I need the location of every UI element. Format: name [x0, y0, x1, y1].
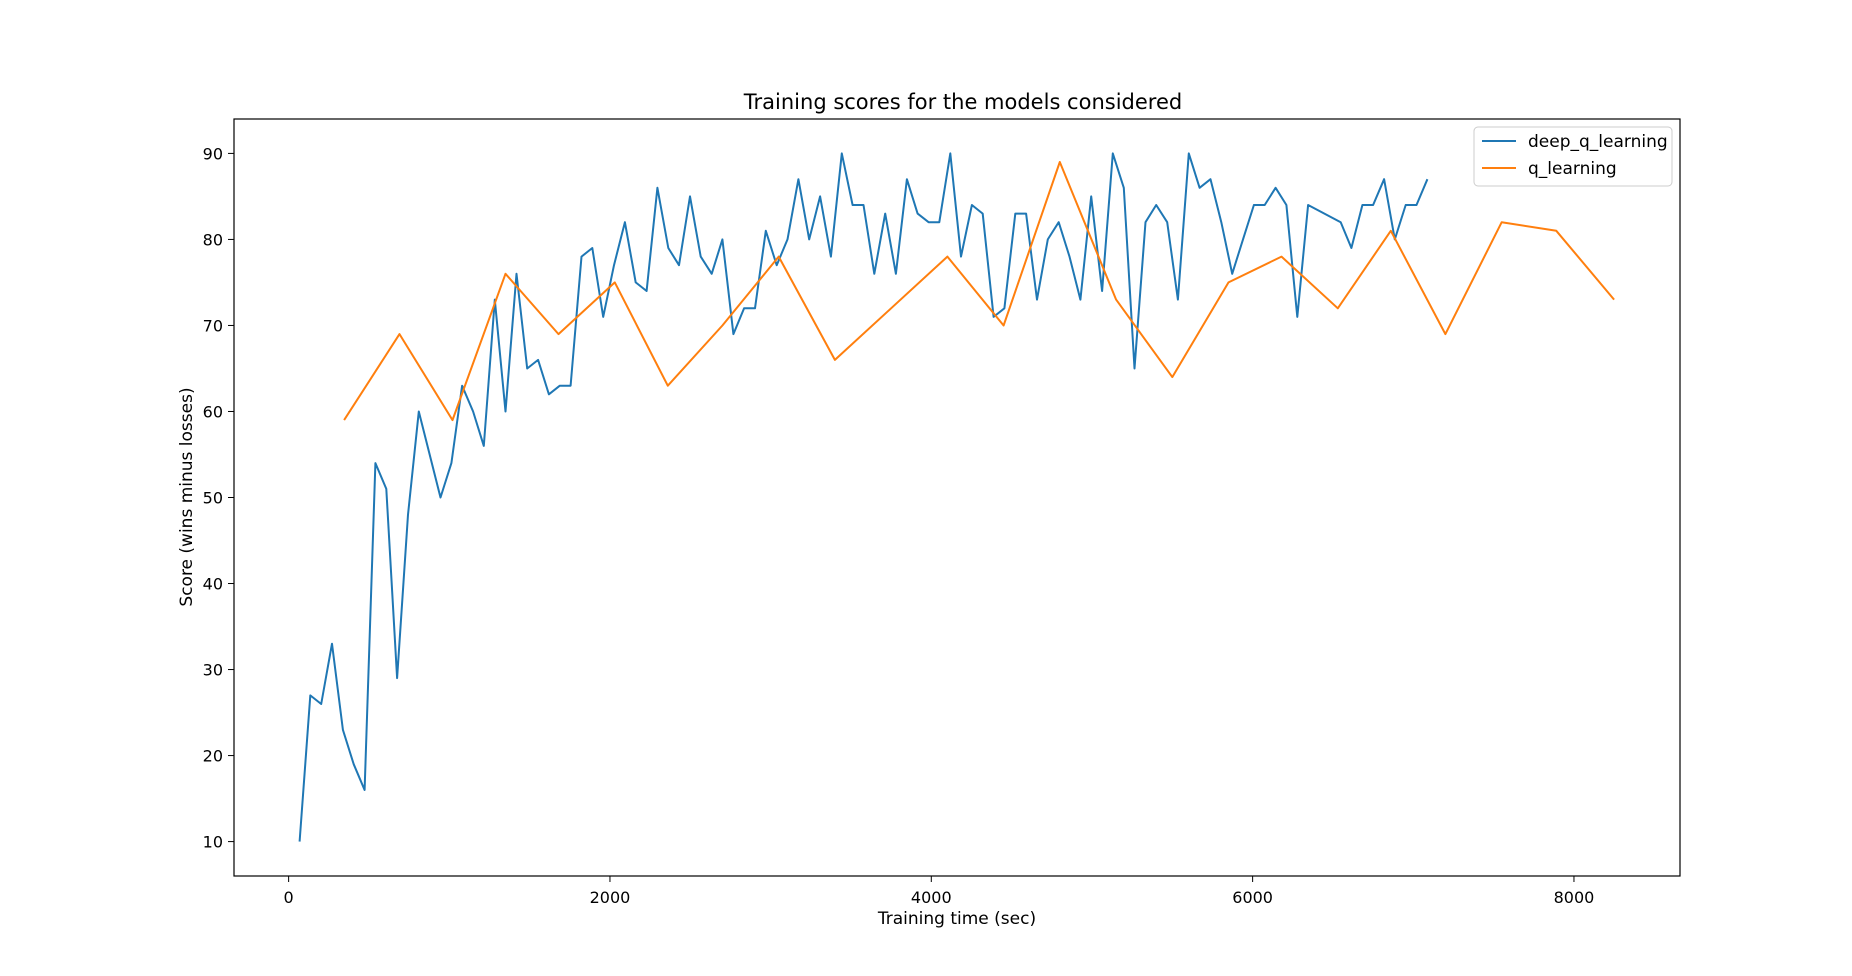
y-axis-ticks: 10 20 30 40 50 60 70 80 90 — [203, 144, 234, 852]
y-tick-label: 30 — [203, 661, 223, 680]
x-tick-label: 6000 — [1232, 888, 1273, 907]
series-line-deep-q-learning — [298, 152, 1429, 842]
y-axis-label: Score (wins minus losses) — [177, 387, 197, 606]
y-tick-label: 10 — [203, 833, 223, 852]
x-tick-label: 8000 — [1554, 888, 1595, 907]
y-tick-label: 80 — [203, 230, 223, 249]
x-axis-label: Training time (sec) — [877, 909, 1036, 929]
x-axis-ticks: 0 2000 4000 6000 8000 — [284, 876, 1595, 907]
series-layer — [298, 152, 1615, 842]
y-tick-label: 60 — [203, 402, 223, 421]
plot-frame — [233, 118, 1681, 877]
series-line-q-learning — [343, 161, 1615, 422]
y-tick-label: 70 — [203, 316, 223, 335]
legend-label-q-learning: q_learning — [1528, 159, 1617, 179]
legend-label-deep-q-learning: deep_q_learning — [1528, 132, 1668, 152]
legend: deep_q_learning q_learning — [1473, 126, 1673, 187]
x-tick-label: 0 — [284, 888, 294, 907]
y-tick-label: 50 — [203, 489, 223, 508]
y-tick-label: 90 — [203, 144, 223, 163]
x-tick-label: 2000 — [590, 888, 631, 907]
x-tick-label: 4000 — [911, 888, 952, 907]
y-tick-label: 40 — [203, 575, 223, 594]
y-tick-label: 20 — [203, 747, 223, 766]
chart-title: Training scores for the models considere… — [743, 90, 1182, 114]
legend-box — [1473, 126, 1673, 187]
